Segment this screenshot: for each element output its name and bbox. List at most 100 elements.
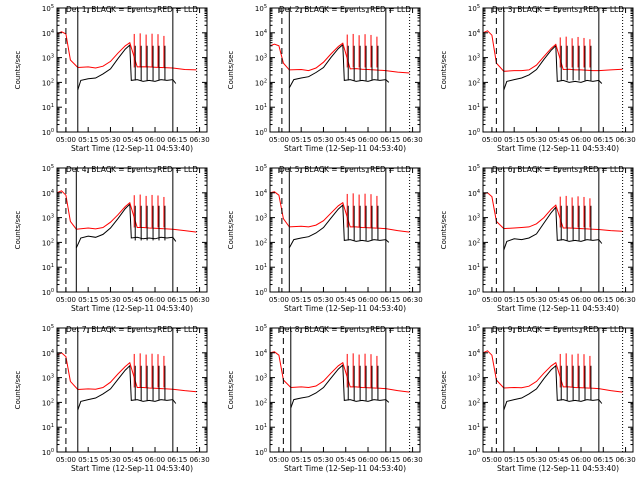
x-tick-label: 05:45 [549, 136, 569, 144]
x-tick-label: 05:30 [100, 296, 120, 304]
x-tick-label: 05:00 [482, 136, 502, 144]
y-tick-label: 101 [255, 263, 267, 272]
y-tick-label: 105 [255, 324, 267, 333]
x-tick-label: 06:00 [145, 296, 165, 304]
y-axis-label: Counts/sec [14, 371, 22, 410]
y-tick-label: 101 [468, 423, 480, 432]
plot-frame [56, 7, 208, 133]
series-line-events [503, 44, 603, 91]
y-axis-label: Counts/sec [227, 211, 235, 250]
x-tick-label: 05:30 [100, 456, 120, 464]
x-tick-label: 06:15 [380, 456, 400, 464]
x-tick-label: 05:15 [78, 136, 98, 144]
y-tick-label: 104 [42, 189, 54, 198]
x-axis-label: Start Time (12-Sep-11 04:53:40) [71, 144, 193, 153]
x-tick-label: 06:30 [189, 456, 209, 464]
y-tick-label: 100 [468, 288, 480, 297]
y-tick-label: 102 [468, 238, 480, 247]
x-tick-label: 05:30 [526, 456, 546, 464]
y-tick-label: 105 [42, 324, 54, 333]
y-tick-label: 104 [42, 29, 54, 38]
plot-frame [269, 327, 421, 453]
y-tick-label: 102 [42, 78, 54, 87]
x-tick-label: 05:30 [526, 136, 546, 144]
y-axis-label: Counts/sec [227, 51, 235, 90]
y-tick-label: 104 [468, 29, 480, 38]
plot-frame [482, 167, 634, 293]
y-tick-label: 101 [255, 103, 267, 112]
chart-title: Det 4, BLACK = Events, RED = LLD [66, 165, 198, 174]
x-tick-label: 05:45 [336, 136, 356, 144]
y-tick-label: 105 [255, 4, 267, 13]
y-axis-label: Counts/sec [440, 371, 448, 410]
plot-frame [482, 7, 634, 133]
x-tick-label: 06:15 [380, 136, 400, 144]
y-tick-label: 103 [468, 374, 480, 383]
y-tick-label: 103 [42, 214, 54, 223]
x-tick-label: 05:45 [549, 296, 569, 304]
x-tick-label: 06:30 [189, 136, 209, 144]
y-tick-label: 102 [255, 238, 267, 247]
series-line-events [77, 44, 177, 91]
x-tick-label: 05:00 [56, 136, 76, 144]
x-axis-label: Start Time (12-Sep-11 04:53:40) [71, 464, 193, 473]
x-tick-label: 05:00 [482, 456, 502, 464]
x-tick-label: 06:00 [571, 456, 591, 464]
y-tick-label: 105 [468, 164, 480, 173]
y-tick-label: 100 [255, 448, 267, 457]
chart-title: Det 6, BLACK = Events, RED = LLD [492, 165, 624, 174]
x-tick-label: 05:00 [269, 456, 289, 464]
plot-frame [269, 167, 421, 293]
chart-title: Det 8, BLACK = Events, RED = LLD [279, 325, 411, 334]
x-tick-label: 06:15 [380, 296, 400, 304]
x-tick-label: 06:00 [358, 296, 378, 304]
x-tick-label: 05:15 [291, 136, 311, 144]
series-line-events [288, 43, 390, 89]
y-tick-label: 105 [42, 164, 54, 173]
x-axis-label: Start Time (12-Sep-11 04:53:40) [497, 304, 619, 313]
x-tick-label: 06:15 [167, 296, 187, 304]
x-axis-label: Start Time (12-Sep-11 04:53:40) [284, 304, 406, 313]
y-axis-label: Counts/sec [14, 51, 22, 90]
x-tick-label: 05:00 [56, 296, 76, 304]
x-tick-label: 05:15 [78, 296, 98, 304]
x-tick-label: 06:30 [615, 456, 635, 464]
series-line-events [503, 364, 603, 411]
chart-title: Det 3, BLACK = Events, RED = LLD [492, 5, 624, 14]
x-tick-label: 06:15 [593, 456, 613, 464]
x-tick-label: 06:00 [571, 296, 591, 304]
x-tick-label: 05:15 [291, 296, 311, 304]
y-tick-label: 104 [468, 349, 480, 358]
x-tick-label: 05:45 [336, 296, 356, 304]
y-axis-label: Counts/sec [227, 371, 235, 410]
chart-title: Det 2, BLACK = Events, RED = LLD [279, 5, 411, 14]
y-axis-label: Counts/sec [14, 211, 22, 250]
y-axis-label: Counts/sec [440, 51, 448, 90]
x-tick-label: 05:15 [504, 296, 524, 304]
x-tick-label: 06:15 [167, 136, 187, 144]
x-tick-label: 05:00 [269, 136, 289, 144]
chart-title: Det 7, BLACK = Events, RED = LLD [66, 325, 198, 334]
y-tick-label: 100 [255, 288, 267, 297]
x-tick-label: 06:00 [145, 456, 165, 464]
x-axis-label: Start Time (12-Sep-11 04:53:40) [71, 304, 193, 313]
y-tick-label: 103 [255, 214, 267, 223]
plot-frame [56, 167, 208, 293]
y-tick-label: 103 [42, 374, 54, 383]
y-tick-label: 103 [255, 54, 267, 63]
y-tick-label: 104 [468, 189, 480, 198]
x-tick-label: 06:30 [402, 136, 422, 144]
x-tick-label: 06:30 [615, 296, 635, 304]
y-tick-label: 100 [468, 128, 480, 137]
x-tick-label: 05:00 [56, 456, 76, 464]
y-tick-label: 104 [42, 349, 54, 358]
x-tick-label: 06:00 [571, 136, 591, 144]
x-tick-label: 05:45 [549, 456, 569, 464]
series-line-events [288, 204, 390, 249]
x-tick-label: 06:00 [145, 136, 165, 144]
